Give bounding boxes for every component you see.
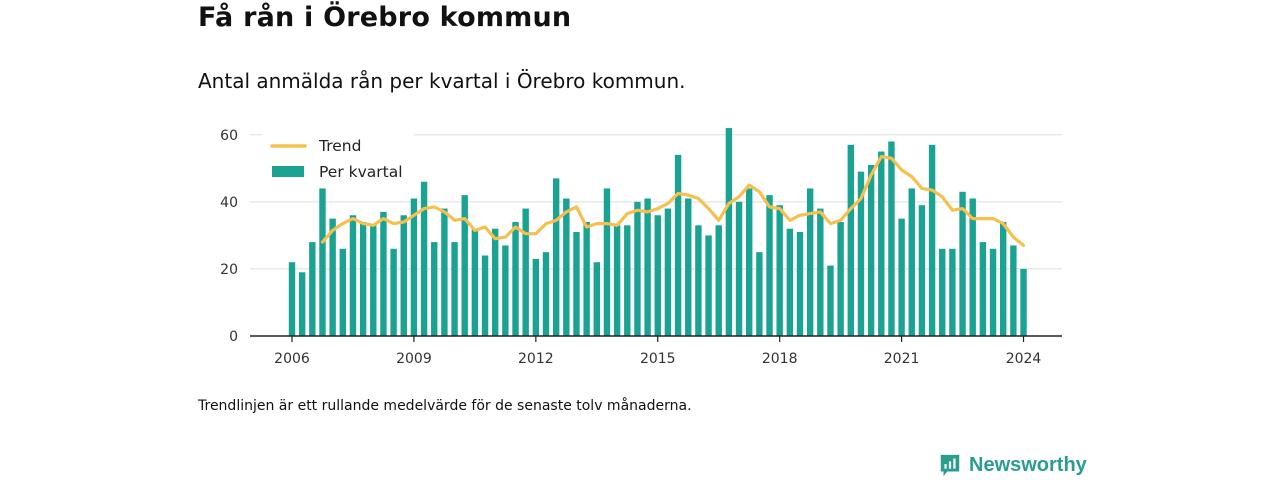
x-tick-label: 2015 xyxy=(640,351,676,367)
bar xyxy=(461,195,468,336)
bar xyxy=(959,191,966,336)
bar xyxy=(298,272,306,336)
legend-bars-swatch xyxy=(272,166,304,177)
x-tick-label: 2024 xyxy=(1006,351,1042,367)
y-tick-label: 20 xyxy=(220,262,238,278)
bar xyxy=(725,128,733,336)
bar xyxy=(918,205,926,336)
bar xyxy=(644,198,651,336)
bar xyxy=(431,242,438,336)
bar xyxy=(1000,221,1007,336)
chart-subtitle: Antal anmälda rån per kvartal i Örebro k… xyxy=(198,69,686,93)
bar xyxy=(390,248,397,336)
bar xyxy=(471,228,479,336)
bar xyxy=(552,178,560,336)
bar xyxy=(532,258,540,336)
bar xyxy=(563,198,570,336)
bar xyxy=(989,248,997,336)
bar xyxy=(359,221,367,336)
bar xyxy=(583,221,590,336)
bar xyxy=(746,188,753,336)
newsworthy-logo-icon xyxy=(940,454,960,477)
bar xyxy=(339,248,346,336)
bar xyxy=(654,215,661,336)
bar xyxy=(674,154,682,336)
bar xyxy=(908,188,915,336)
bar xyxy=(806,188,814,336)
bar xyxy=(512,221,519,336)
bar xyxy=(451,242,458,336)
bar xyxy=(288,262,296,336)
bar xyxy=(410,198,418,336)
bar xyxy=(939,248,946,336)
y-tick-label: 60 xyxy=(220,128,238,144)
bar xyxy=(380,211,387,336)
bar xyxy=(685,198,692,336)
legend-trend-label: Trend xyxy=(318,137,361,155)
chart-footnote: Trendlinjen är ett rullande medelvärde f… xyxy=(198,398,692,414)
bar xyxy=(613,225,621,336)
bar xyxy=(827,265,834,336)
bar xyxy=(756,252,763,336)
bar xyxy=(878,151,885,336)
chart: 0 20 40 60 2006 2009 2012 2015 2018 2021 2024 Trend… xyxy=(220,128,1062,367)
bar xyxy=(573,232,580,336)
x-tick-label: 2018 xyxy=(762,351,798,367)
bar xyxy=(492,228,499,336)
x-tick-label: 2012 xyxy=(518,351,554,367)
legend-bars-label: Per kvartal xyxy=(319,163,403,181)
bar xyxy=(817,208,824,336)
trend-line xyxy=(320,155,1026,247)
bar xyxy=(867,164,875,336)
bar xyxy=(888,141,895,336)
bar xyxy=(715,225,722,336)
bar xyxy=(624,225,631,336)
bar xyxy=(603,188,611,336)
bar xyxy=(481,255,489,336)
bar xyxy=(634,201,641,336)
bar xyxy=(928,144,936,336)
brand-name: Newsworthy xyxy=(969,453,1087,476)
bar xyxy=(735,201,743,336)
y-tick-label: 40 xyxy=(220,195,238,211)
brand-logo: Newsworthy xyxy=(938,450,1087,480)
bar xyxy=(979,242,987,336)
bar xyxy=(664,208,672,336)
bar xyxy=(309,242,316,336)
bar xyxy=(400,215,407,336)
bar xyxy=(949,248,956,336)
bar xyxy=(502,245,509,336)
bar xyxy=(1020,268,1027,336)
chart-title: Få rån i Örebro kommun xyxy=(198,2,572,33)
bar xyxy=(837,221,844,336)
bar xyxy=(786,228,794,336)
x-tick-label: 2009 xyxy=(396,351,432,367)
bar xyxy=(542,252,550,336)
x-tick-label: 2021 xyxy=(884,351,920,367)
y-tick-label: 0 xyxy=(229,329,238,345)
bar xyxy=(441,208,448,336)
bar xyxy=(796,232,804,336)
bar xyxy=(1010,245,1017,336)
bar xyxy=(898,218,905,336)
bar xyxy=(593,262,600,336)
bar xyxy=(329,218,336,336)
bar xyxy=(776,205,783,336)
bar xyxy=(319,188,326,336)
bar xyxy=(705,235,712,336)
bar xyxy=(522,208,529,336)
bar xyxy=(420,181,428,336)
bar xyxy=(766,195,773,336)
x-tick-label: 2006 xyxy=(274,351,310,367)
bar xyxy=(969,198,976,336)
bar xyxy=(349,215,357,336)
bar xyxy=(857,171,865,336)
bar xyxy=(695,225,702,336)
bar xyxy=(370,225,377,336)
bar xyxy=(847,144,854,336)
